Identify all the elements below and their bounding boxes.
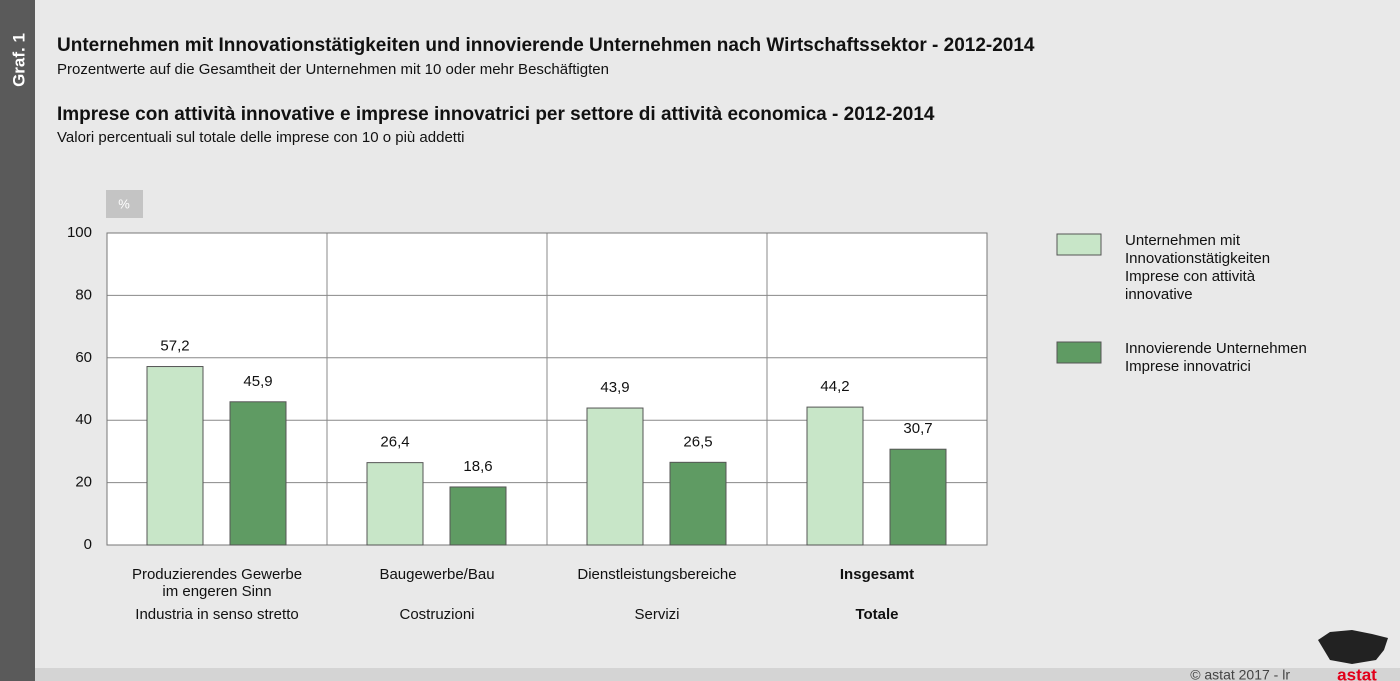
footer-strip [35, 668, 1400, 681]
y-tick-label: 20 [75, 474, 92, 491]
y-tick-label: 80 [75, 286, 92, 303]
legend-label: Unternehmen mit [1125, 232, 1241, 249]
x-tick-label-it: Totale [855, 606, 898, 623]
x-tick-label-it: Industria in senso stretto [135, 606, 298, 623]
x-tick-label: Baugewerbe/Bau [379, 566, 494, 583]
unit-box [106, 190, 143, 218]
value-label: 57,2 [160, 338, 189, 355]
logo-shape [1318, 630, 1388, 664]
y-tick-label: 100 [67, 224, 92, 241]
bar [889, 448, 947, 546]
legend-label: Imprese innovatrici [1125, 358, 1251, 375]
bar [669, 461, 727, 546]
subtitle-it: Valori percentuali sul totale delle impr… [57, 129, 464, 146]
legend-label: Innovierende Unternehmen [1125, 340, 1307, 357]
x-tick-label-it: Costruzioni [399, 606, 474, 623]
bar [229, 401, 287, 546]
side-label: Graf. 1 [9, 33, 28, 87]
subtitle: Prozentwerte auf die Gesamtheit der Unte… [57, 61, 609, 78]
value-label: 44,2 [820, 378, 849, 395]
bar [449, 486, 507, 546]
value-label: 30,7 [903, 420, 932, 437]
bar [806, 406, 864, 546]
bar [146, 366, 204, 546]
bar [366, 462, 424, 546]
copyright: © astat 2017 - lr [1190, 667, 1290, 681]
y-tick-label: 40 [75, 411, 92, 428]
logo: astat [1337, 665, 1377, 681]
legend-label: Imprese con attività [1125, 268, 1256, 285]
side-strip [0, 0, 35, 681]
legend-label: innovative [1125, 286, 1193, 303]
x-tick-label-it: Servizi [634, 606, 679, 623]
value-label: 26,5 [683, 433, 712, 450]
x-tick-label: Produzierendes Gewerbe [132, 566, 302, 583]
legend-swatch [1056, 341, 1102, 364]
y-tick-label: 60 [75, 349, 92, 366]
value-label: 18,6 [463, 458, 492, 475]
value-label: 45,9 [243, 373, 272, 390]
x-tick-label: Insgesamt [840, 566, 914, 583]
legend-label: Innovationstätigkeiten [1125, 250, 1270, 267]
value-label: 26,4 [380, 434, 409, 451]
plot-frame [106, 232, 988, 546]
legend-swatch [1056, 233, 1102, 256]
x-tick-label: im engeren Sinn [162, 583, 271, 600]
bar [586, 407, 644, 546]
title-it: Imprese con attività innovative e impres… [57, 104, 935, 125]
value-label: 43,9 [600, 379, 629, 396]
y-tick-label: 0 [84, 536, 92, 553]
y-unit: % [118, 196, 130, 211]
title: Unternehmen mit Innovationstätigkeiten u… [57, 35, 1035, 56]
x-tick-label: Dienstleistungsbereiche [577, 566, 736, 583]
